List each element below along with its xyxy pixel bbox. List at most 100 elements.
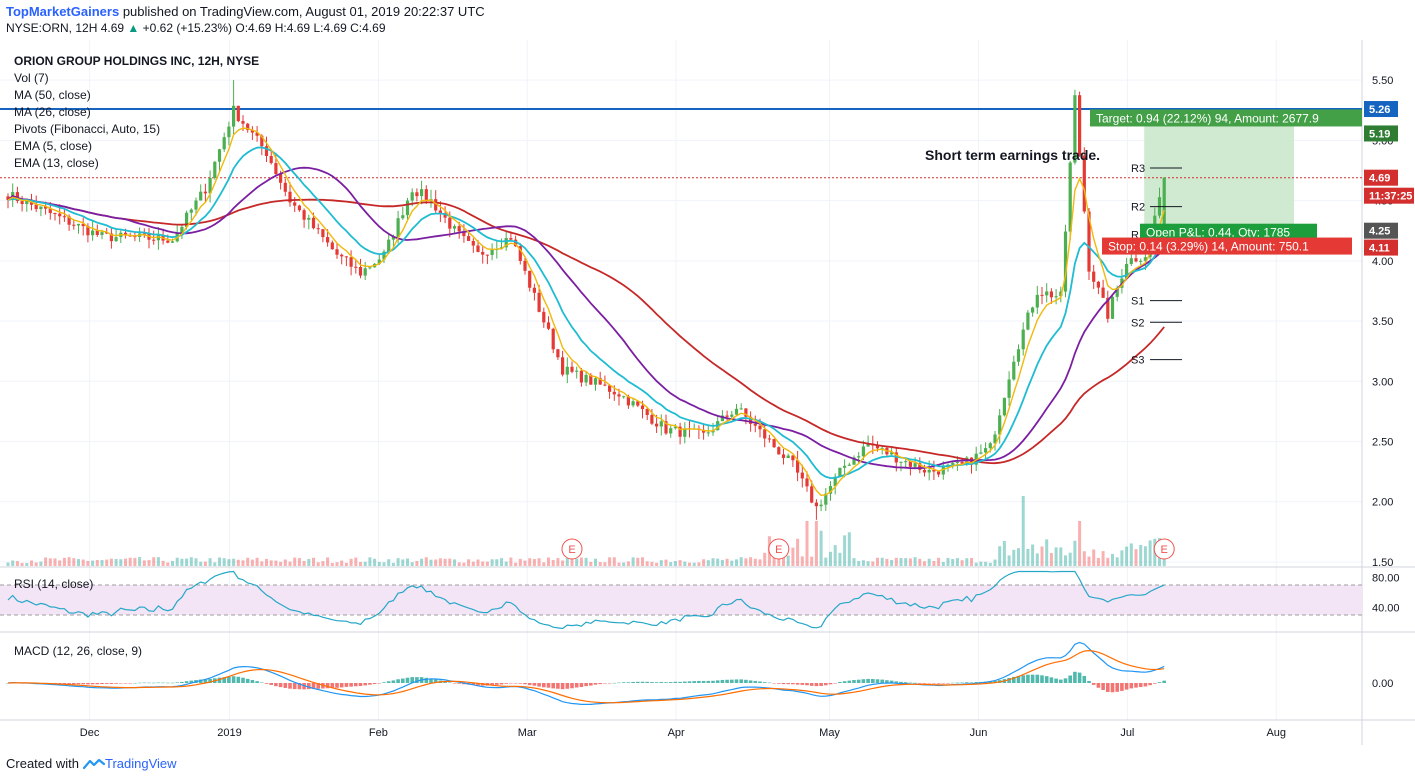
candle-body <box>993 434 997 444</box>
candle-body <box>255 132 259 136</box>
candle-body <box>330 242 334 250</box>
volume-bar <box>326 557 330 566</box>
macd-histogram-bar <box>490 683 494 686</box>
volume-bar <box>561 560 565 566</box>
macd-histogram-bar <box>950 682 955 684</box>
publisher-link[interactable]: TopMarketGainers <box>6 4 120 19</box>
macd-histogram-bar <box>1143 683 1148 687</box>
volume-bar <box>678 560 682 566</box>
candle-body <box>81 223 85 227</box>
macd-histogram-bar <box>875 679 880 683</box>
volume-bar <box>664 559 668 566</box>
volume-bar <box>424 557 428 566</box>
macd-histogram-bar <box>570 683 574 689</box>
candle-body <box>311 217 316 229</box>
volume-bar <box>1012 549 1016 566</box>
macd-histogram-bar <box>133 682 137 684</box>
moving-averages <box>7 127 1166 497</box>
price-badge-label: 4.25 <box>1369 226 1390 238</box>
volume-bar <box>138 557 142 566</box>
candle-body <box>542 311 546 323</box>
macd-histogram-bar <box>560 683 565 690</box>
volume-bar <box>504 561 508 566</box>
macd-histogram-bar <box>955 682 960 684</box>
volume-bar <box>161 560 165 566</box>
candle-body <box>194 200 198 210</box>
volume-bar <box>735 559 738 566</box>
candle-body <box>48 208 52 214</box>
macd-histogram-bar <box>965 682 969 683</box>
macd-histogram-bar <box>842 681 847 683</box>
indicator-legend: ORION GROUP HOLDINGS INC, 12H, NYSE Vol (… <box>14 54 259 170</box>
volume-bar <box>598 562 602 566</box>
candle-body <box>951 462 955 465</box>
candle-body <box>1021 329 1025 350</box>
macd-histogram-bar <box>123 683 128 684</box>
candle-body <box>105 232 109 234</box>
candle-body <box>518 246 522 261</box>
volume-bar <box>142 560 146 566</box>
ohlc-text: O:4.69 H:4.69 L:4.69 C:4.69 <box>235 21 386 35</box>
candle-body <box>730 414 734 417</box>
volume-bar <box>1017 548 1020 566</box>
candle-body <box>847 464 851 466</box>
tradingview-brand[interactable]: TradingView <box>82 756 177 771</box>
candle-body <box>749 416 753 424</box>
price-badge <box>1364 169 1398 186</box>
axes: 5.505.004.504.003.503.002.502.001.5080.0… <box>80 75 1400 739</box>
macd-histogram-bar <box>95 683 100 685</box>
macd-histogram-bar <box>1030 674 1035 683</box>
macd-histogram-bar <box>814 683 819 687</box>
candle-body <box>570 366 574 372</box>
candle-body <box>833 476 837 487</box>
volume-bar <box>782 554 785 566</box>
volume-bar <box>814 521 818 566</box>
price-badge <box>1364 125 1398 142</box>
candle-body <box>824 493 828 505</box>
rsi-tick-label: 80.00 <box>1372 573 1400 585</box>
volume-bar <box>918 558 922 566</box>
candle-body <box>955 462 959 464</box>
candle-body <box>528 270 532 288</box>
candle-body <box>391 236 395 240</box>
macd-histogram-bar <box>1101 683 1105 690</box>
volume-bar <box>1059 547 1063 566</box>
macd-histogram-bar <box>833 683 837 684</box>
candle-body <box>702 429 706 433</box>
candle-body <box>1087 211 1091 272</box>
candle-body <box>880 447 884 449</box>
volume-bar <box>316 562 320 566</box>
macd-histogram-bar <box>1087 680 1091 683</box>
macd-histogram-bar <box>659 682 664 683</box>
macd-histogram-bar <box>208 678 212 683</box>
macd-histogram-bar <box>495 683 499 685</box>
volume-bar <box>890 560 894 566</box>
volume-bar <box>260 561 264 566</box>
macd-histogram-bar <box>974 682 978 683</box>
candle-body <box>363 268 367 276</box>
earnings-marker <box>1153 538 1175 560</box>
macd-histogram-bar <box>405 677 410 683</box>
rsi-band <box>0 585 1362 615</box>
candle-body <box>86 226 90 236</box>
macd-histogram-bar <box>546 683 551 688</box>
macd-histogram-bar <box>471 683 476 686</box>
volume-bar <box>796 538 800 566</box>
symbol-quote-line: NYSE:ORN, 12H 4.69 ▲ +0.62 (+15.23%) O:4… <box>6 21 386 35</box>
candle-body <box>791 455 795 461</box>
legend-item: ORION GROUP HOLDINGS INC, 12H, NYSE <box>14 54 259 68</box>
candle-body <box>377 259 381 264</box>
candle-body <box>922 469 927 473</box>
macd-histogram-bar <box>1012 676 1016 683</box>
macd-histogram-bar <box>335 683 339 688</box>
macd-histogram-bar <box>936 683 941 684</box>
volume-bar <box>166 562 170 566</box>
price-tick-label: 2.50 <box>1372 437 1393 449</box>
candle-body <box>852 457 856 465</box>
candle-body <box>434 199 438 211</box>
volume-bar <box>471 561 475 566</box>
candle-body <box>358 266 363 276</box>
macd-histogram-bar <box>899 681 903 683</box>
volume-bar <box>669 562 673 566</box>
chart-canvas[interactable]: R3 R2 R S1 S2 S3 E E E Short term earnings trade… <box>0 40 1415 752</box>
